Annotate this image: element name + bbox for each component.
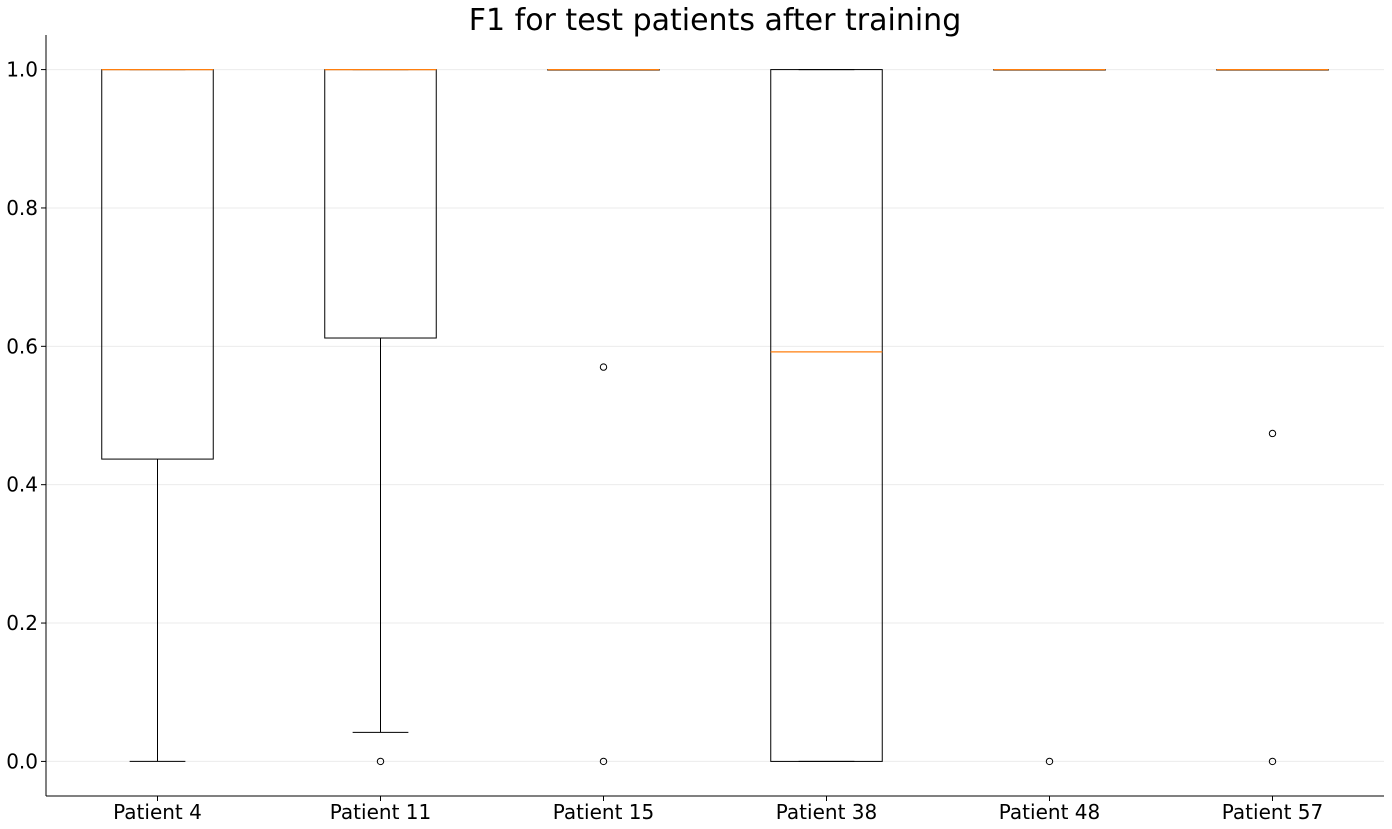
- outlier-point: [1268, 429, 1277, 438]
- x-tick-label: Patient 15: [553, 800, 654, 824]
- iqr-box: [101, 69, 214, 460]
- outlier-point: [1268, 757, 1277, 766]
- y-tick-label: 0.4: [6, 473, 38, 497]
- box-group: [547, 68, 660, 766]
- box-group: [770, 69, 883, 762]
- boxes: [101, 68, 1329, 766]
- box-group: [1216, 68, 1329, 766]
- y-tick-label: 0.8: [6, 196, 38, 220]
- box-group: [993, 68, 1106, 766]
- outlier-point: [599, 757, 608, 766]
- outlier-point: [376, 757, 385, 766]
- grid-lines: [46, 69, 1384, 762]
- iqr-box: [770, 69, 883, 762]
- outlier-point: [599, 363, 608, 371]
- x-tick-label: Patient 48: [999, 800, 1100, 824]
- iqr-box: [324, 69, 437, 339]
- y-tick-label: 0.0: [6, 749, 38, 773]
- x-tick-label: Patient 11: [330, 800, 431, 824]
- chart-title: F1 for test patients after training: [469, 3, 961, 38]
- box-group: [324, 68, 437, 766]
- axes: [45, 35, 1384, 797]
- x-tick-label: Patient 4: [113, 800, 202, 824]
- y-tick-label: 0.6: [6, 334, 38, 358]
- outlier-point: [1045, 757, 1054, 766]
- x-axis-ticks: Patient 4 Patient 11 Patient 15 Patient 38 P…: [113, 796, 1323, 824]
- y-tick-label: 1.0: [6, 58, 38, 82]
- box-group: [101, 68, 214, 762]
- x-tick-label: Patient 57: [1222, 800, 1323, 824]
- y-axis-ticks: 0.0 0.2 0.4 0.6 0.8 1.0: [6, 58, 46, 773]
- x-tick-label: Patient 38: [776, 800, 877, 824]
- y-tick-label: 0.2: [6, 611, 38, 635]
